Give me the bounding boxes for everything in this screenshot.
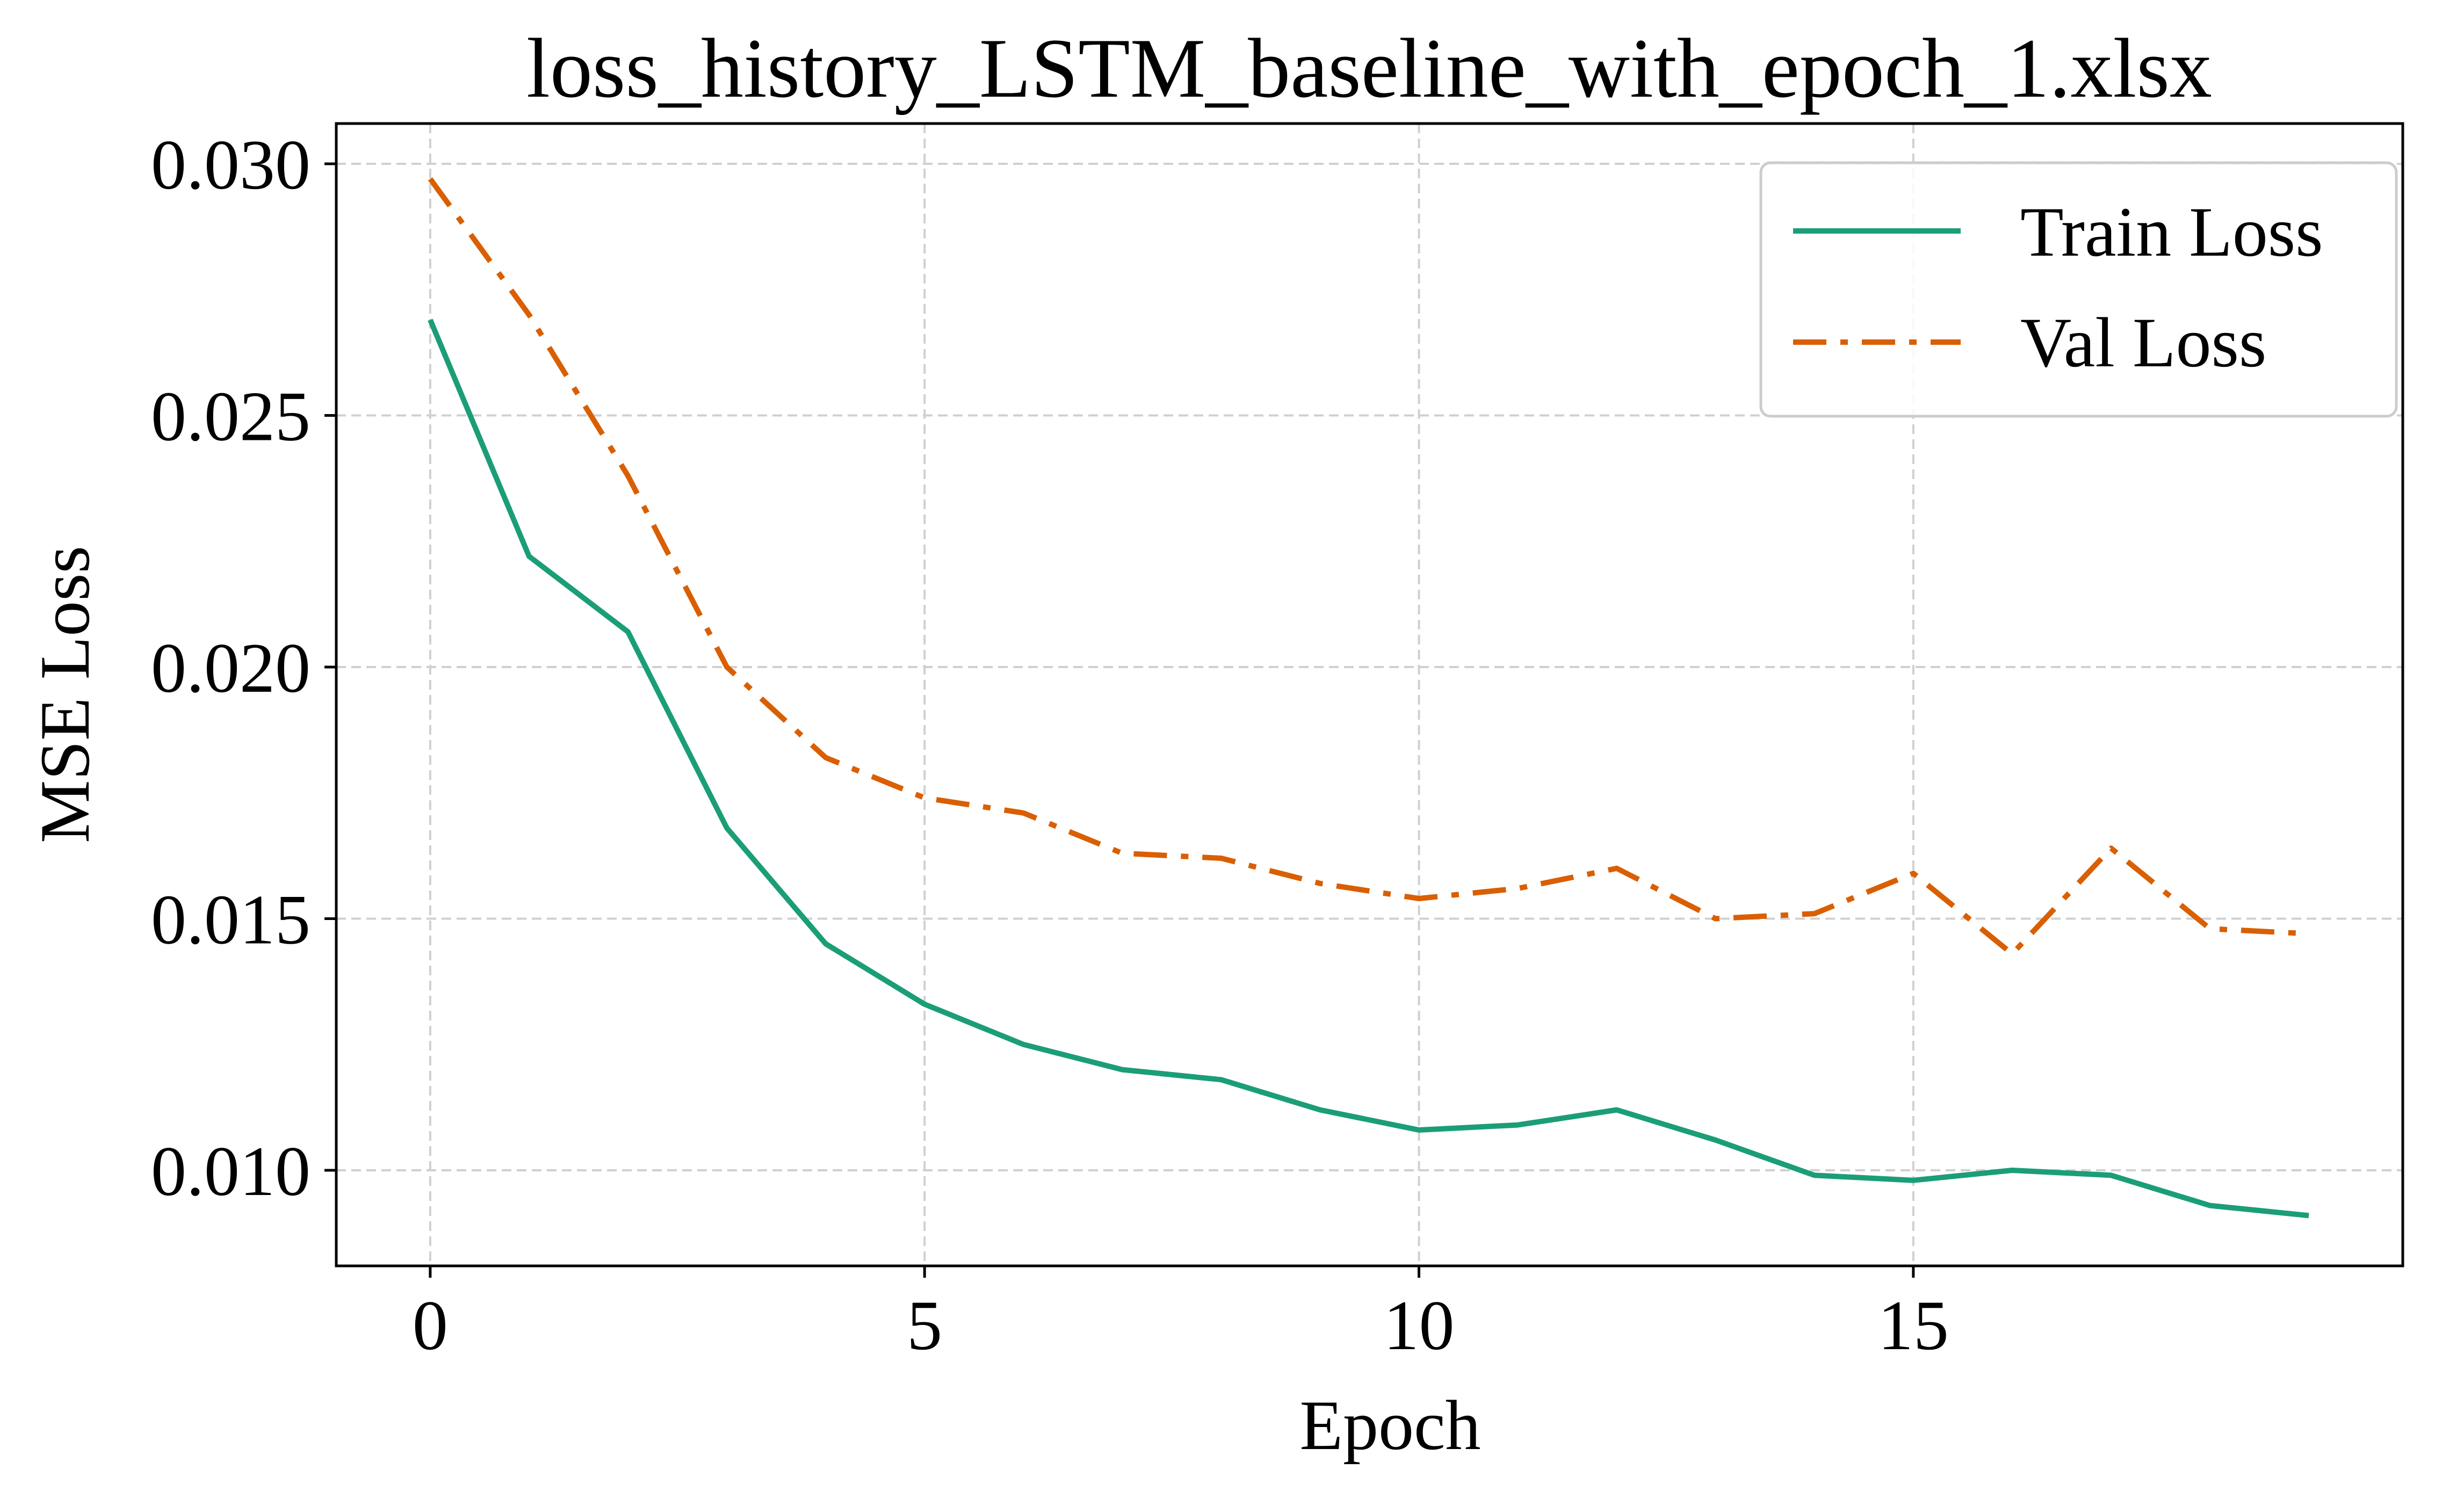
x-axis-label: Epoch	[1299, 1386, 1480, 1465]
plot-frame	[335, 122, 2404, 1268]
y-tick-label: 0.015	[151, 880, 310, 959]
series-lines	[428, 177, 2309, 1219]
legend-label-val-loss: Val Loss	[2020, 303, 2266, 382]
x-tick-label: 15	[1878, 1286, 1949, 1365]
axis-ticks: 0 5 10 15 0.010 0.015 0.020 0.025 0.030	[151, 125, 1949, 1365]
legend-label-train-loss: Train Loss	[2020, 192, 2323, 271]
x-tick-label: 5	[907, 1286, 942, 1365]
legend-box	[1759, 161, 2398, 418]
y-tick-label: 0.010	[151, 1132, 310, 1211]
legend: Train Loss Val Loss	[1759, 161, 2398, 418]
train-loss-line	[428, 318, 2309, 1219]
y-axis-label: MSE Loss	[25, 546, 104, 843]
y-tick-label: 0.020	[151, 628, 310, 707]
x-tick-label: 10	[1384, 1286, 1455, 1365]
x-tick-label: 0	[413, 1286, 448, 1365]
y-tick-label: 0.030	[151, 125, 310, 204]
chart-title: loss_history_LSTM_baseline_with_epoch_1.…	[526, 21, 2212, 115]
val-loss-line	[428, 177, 2309, 957]
y-tick-label: 0.025	[151, 376, 310, 455]
